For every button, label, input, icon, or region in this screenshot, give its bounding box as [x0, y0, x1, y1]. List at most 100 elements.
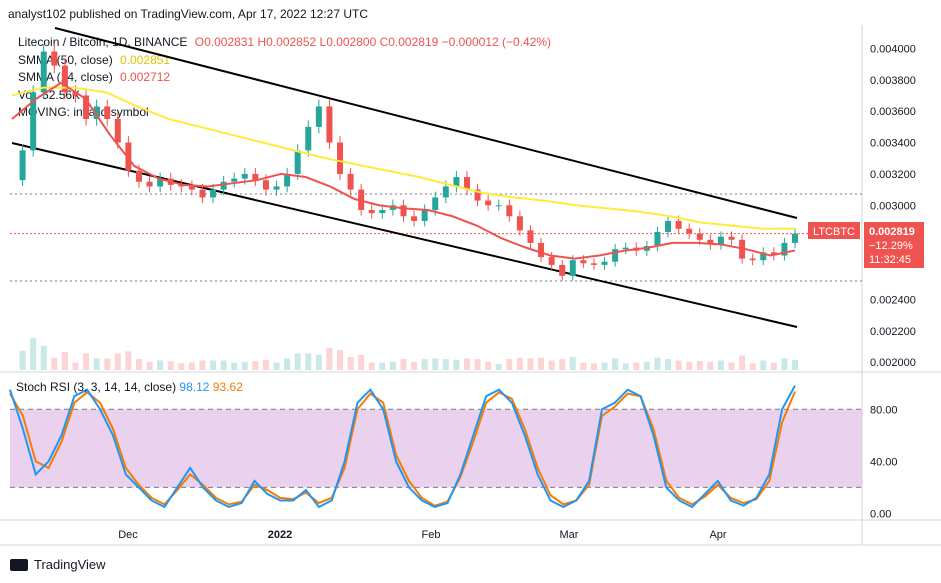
- stoch-band: [10, 409, 862, 488]
- time-tick-label: Mar: [560, 529, 579, 541]
- volume-bar: [527, 358, 534, 370]
- candle-body: [559, 264, 566, 276]
- volume-bar: [358, 354, 365, 370]
- stoch-rsi-pane: [9, 385, 862, 509]
- candle-body: [30, 92, 37, 151]
- volume-bar: [612, 358, 619, 370]
- candle-body: [188, 186, 195, 190]
- volume-bar: [125, 351, 132, 370]
- volume-bar: [739, 355, 746, 370]
- legend-vol-value: 52.56K: [42, 87, 81, 102]
- candle-body: [506, 205, 513, 217]
- volume-bar: [252, 361, 259, 370]
- candle-body: [125, 142, 132, 171]
- volume-bar: [770, 362, 777, 370]
- stoch-tick-label: 40.00: [870, 456, 898, 468]
- volume-bar: [760, 360, 767, 370]
- volume-bar: [559, 359, 566, 370]
- candle-body: [781, 242, 788, 256]
- volume-bar: [40, 345, 47, 370]
- candle-body: [400, 205, 407, 217]
- volume-bar: [411, 361, 418, 370]
- volume-bar: [432, 358, 439, 370]
- volume-bar: [347, 357, 354, 370]
- candle-body: [135, 170, 142, 182]
- price-tick-label: 0.003800: [870, 75, 916, 87]
- candle-body: [696, 233, 703, 240]
- channel-lower-line: [11, 142, 798, 328]
- candle-body: [569, 260, 576, 276]
- candle-body: [104, 106, 111, 119]
- stoch-rsi-label[interactable]: Stoch RSI (3, 3, 14, 14, close) 98.12 93…: [16, 380, 243, 394]
- legend-sma14-value: 0.002712: [120, 70, 171, 84]
- price-axis[interactable]: 0.004000 0.003800 0.003600 0.003400 0.003200…: [870, 43, 916, 520]
- volume-bar: [643, 361, 650, 370]
- volume-bar: [241, 361, 248, 370]
- candle-body: [622, 247, 629, 250]
- sma14-line: [11, 81, 796, 260]
- volume-bar: [19, 350, 26, 370]
- candle-body: [210, 189, 217, 198]
- candle-body: [463, 177, 470, 190]
- candle-body: [474, 189, 481, 201]
- tradingview-footer[interactable]: TradingView: [10, 557, 106, 572]
- candle-body: [51, 51, 58, 66]
- volume-bar: [622, 363, 629, 370]
- volume-bar: [495, 364, 502, 370]
- candle-body: [83, 95, 90, 119]
- volume-bar: [474, 359, 481, 370]
- candle-body: [19, 150, 26, 181]
- time-axis[interactable]: Dec 2022 Feb Mar Apr: [118, 529, 727, 541]
- volume-bar: [104, 358, 111, 370]
- volume-bar: [421, 359, 428, 370]
- candle-body: [294, 150, 301, 174]
- price-tick-label: 0.002000: [870, 357, 916, 369]
- volume-bar: [188, 362, 195, 370]
- candle-body: [231, 178, 238, 182]
- candle-body: [538, 242, 545, 258]
- tradingview-brand: TradingView: [34, 557, 106, 572]
- volume-bar: [315, 354, 322, 370]
- candle-body: [717, 236, 724, 245]
- volume-bar: [516, 357, 523, 370]
- volume-bar: [633, 362, 640, 370]
- stoch-k-line: [9, 385, 796, 509]
- badge-countdown: 11:32:45: [869, 254, 911, 266]
- volume-bar: [686, 361, 693, 370]
- candle-body: [61, 65, 68, 93]
- volume-bar: [51, 357, 58, 370]
- legend-symbol-row[interactable]: Litecoin / Bitcoin, 1D, BINANCE O0.00283…: [18, 34, 555, 52]
- volume-bars: [19, 338, 798, 370]
- candle-body: [442, 186, 449, 198]
- moving-averages: [11, 81, 796, 260]
- price-tick-label: 0.002200: [870, 326, 916, 338]
- candle-body: [728, 236, 735, 240]
- candle-body: [421, 209, 428, 221]
- candle-body: [760, 252, 767, 261]
- stoch-tick-label: 0.00: [870, 508, 891, 520]
- volume-bar: [506, 359, 513, 370]
- trend-channel: [11, 27, 798, 328]
- candle-body: [516, 216, 523, 231]
- published-header: analyst102 published on TradingView.com,…: [8, 7, 369, 21]
- volume-bar: [210, 360, 217, 370]
- volume-bar: [717, 360, 724, 370]
- candle-body: [178, 184, 185, 187]
- candle-body: [347, 173, 354, 190]
- sma50-line: [11, 86, 796, 230]
- volume-bar: [83, 353, 90, 370]
- volume-bar: [538, 357, 545, 370]
- price-tick-label: 0.003000: [870, 200, 916, 212]
- volume-bar: [284, 358, 291, 370]
- volume-bar: [665, 359, 672, 370]
- volume-bar: [135, 359, 142, 370]
- legend-sma50-value: 0.002851: [120, 52, 171, 67]
- candles: [19, 44, 798, 281]
- channel-upper-line: [54, 27, 798, 219]
- candle-body: [199, 189, 206, 198]
- volume-bar: [707, 361, 714, 370]
- price-tick-label: 0.002400: [870, 294, 916, 306]
- candle-body: [590, 263, 597, 265]
- volume-bar: [590, 363, 597, 370]
